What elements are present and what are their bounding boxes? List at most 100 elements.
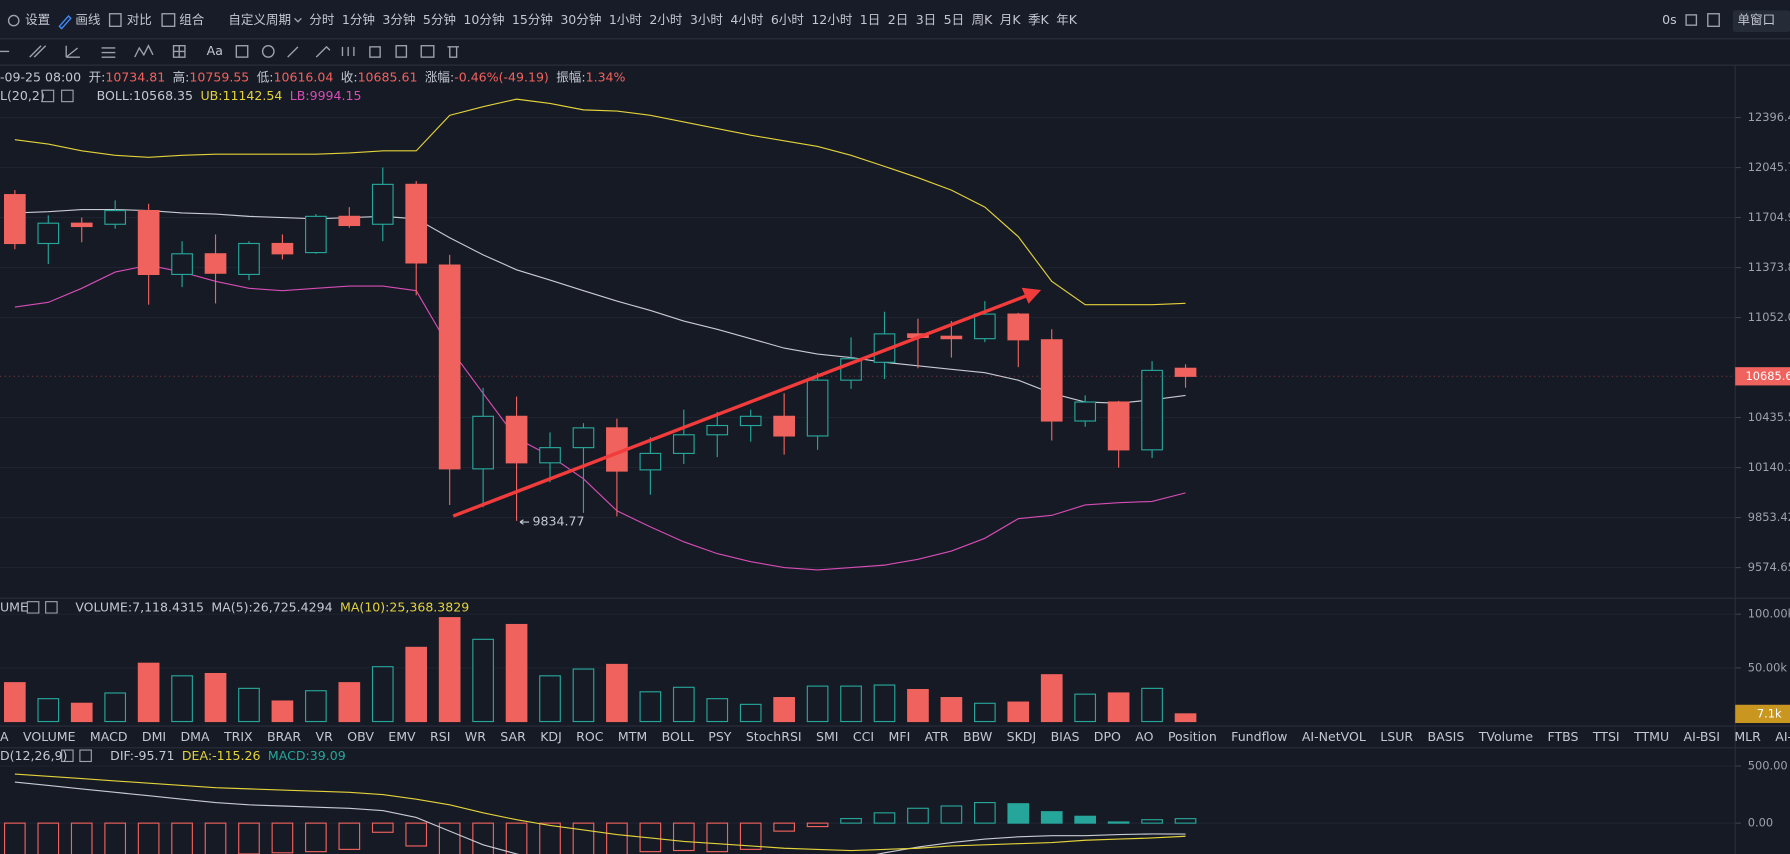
compare-icon[interactable] [108, 13, 122, 27]
indicator-tab[interactable]: BBW [963, 729, 992, 744]
tool-text[interactable]: Aa [207, 43, 223, 58]
screenshot-icon[interactable] [1707, 13, 1720, 27]
indicator-tab[interactable]: OBV [347, 729, 374, 744]
indicator-tab[interactable]: LSUR [1380, 729, 1413, 744]
period-button[interactable]: 15分钟 [512, 12, 553, 27]
tool-icon[interactable] [395, 45, 408, 58]
trend-arrow[interactable] [452, 287, 1042, 518]
macd-bar [773, 822, 795, 832]
tool-icon[interactable] [341, 46, 355, 56]
tool-fib[interactable] [65, 45, 80, 58]
period-button[interactable]: 1日 [860, 12, 881, 27]
indicator-tab[interactable]: DMI [142, 729, 166, 744]
close-button[interactable] [61, 89, 74, 103]
period-button[interactable]: 30分钟 [560, 12, 601, 27]
period-button[interactable]: 4小时 [730, 12, 764, 27]
period-button[interactable]: 2小时 [649, 12, 683, 27]
combine-icon[interactable] [161, 13, 176, 27]
indicator-tab[interactable]: Fundflow [1231, 729, 1287, 744]
indicator-tab[interactable]: SMI [816, 729, 839, 744]
close-button[interactable] [79, 749, 92, 763]
period-button[interactable]: 10分钟 [463, 12, 504, 27]
tool-channel[interactable] [101, 47, 116, 58]
indicator-tab[interactable]: TTSI [1592, 729, 1620, 744]
indicator-tab[interactable]: VR [316, 729, 334, 744]
indicator-tab[interactable]: MTM [618, 729, 647, 744]
indicator-tab[interactable]: PSY [708, 729, 732, 744]
indicator-tab[interactable]: TRIX [223, 729, 253, 744]
indicator-tab[interactable]: AO [1135, 729, 1153, 744]
indicator-tab[interactable]: RSI [430, 729, 450, 744]
fullscreen-icon[interactable] [1685, 14, 1698, 26]
period-button[interactable]: 5分钟 [423, 12, 456, 27]
indicator-tab[interactable]: TVolume [1478, 729, 1534, 744]
period-button[interactable]: 1分钟 [342, 12, 375, 27]
indicator-tab[interactable]: FTBS [1547, 729, 1578, 744]
settings-button[interactable] [61, 749, 74, 763]
indicator-tab[interactable]: SAR [500, 729, 526, 744]
period-button[interactable]: 季K [1028, 12, 1050, 27]
tool-icon[interactable] [235, 45, 249, 58]
tool-pattern[interactable] [134, 44, 154, 58]
indicator-tab[interactable]: MACD [90, 729, 128, 744]
settings-button[interactable] [26, 601, 40, 614]
indicator-tab[interactable]: AI-NetVOL [1302, 729, 1366, 744]
toolbar-button[interactable]: 设置 [25, 12, 50, 27]
period-menu[interactable]: 自定义周期 [228, 12, 291, 27]
window-button-label[interactable]: 单窗口 [1737, 12, 1775, 27]
toolbar-button[interactable]: 组合 [179, 12, 205, 27]
period-button[interactable]: 周K [972, 12, 994, 27]
volume-bar [639, 691, 662, 723]
indicator-tab[interactable]: TTMU [1633, 729, 1669, 744]
period-button[interactable]: 3小时 [690, 12, 724, 27]
indicator-tab[interactable]: EMV [388, 729, 416, 744]
indicator-tab[interactable]: WR [465, 729, 486, 744]
tool-delete[interactable] [447, 46, 459, 58]
indicator-tab[interactable]: SKDJ [1007, 729, 1037, 744]
indicator-tab[interactable]: DPO [1094, 729, 1121, 744]
indicator-tab[interactable]: BRAR [267, 729, 301, 744]
period-button[interactable]: 6小时 [771, 12, 805, 27]
period-button[interactable]: 1小时 [609, 12, 643, 27]
indicator-tab[interactable]: A [0, 729, 9, 744]
indicator-tab[interactable]: MLR [1734, 729, 1761, 744]
tool-measure[interactable] [172, 45, 186, 58]
settings-icon[interactable] [7, 14, 20, 27]
period-button[interactable]: 2日 [888, 12, 909, 27]
period-button[interactable]: 12小时 [811, 12, 853, 27]
close-button[interactable] [45, 601, 58, 614]
period-button[interactable]: 年K [1056, 12, 1078, 27]
period-button[interactable]: 3分钟 [382, 12, 415, 27]
toolbar-button[interactable]: 对比 [127, 12, 152, 27]
indicator-tab[interactable]: ATR [925, 729, 949, 744]
indicator-tab[interactable]: Position [1168, 729, 1217, 744]
volume-value: 7,118.4315 [132, 599, 204, 614]
period-button[interactable]: 5日 [944, 12, 965, 27]
indicator-tab[interactable]: VOLUME [23, 729, 76, 744]
indicator-tab[interactable]: DMA [180, 729, 209, 744]
indicator-tab[interactable]: ROC [576, 729, 604, 744]
indicator-tab[interactable]: AI-BSI [1684, 729, 1720, 744]
draw-icon[interactable] [58, 15, 72, 30]
tool-icon[interactable] [315, 45, 331, 58]
period-button[interactable]: 月K [1000, 12, 1022, 27]
indicator-tab[interactable]: BASIS [1428, 729, 1465, 744]
indicator-tab[interactable]: CCI [853, 729, 874, 744]
period-button[interactable]: 3日 [916, 12, 937, 27]
tool-parallel[interactable] [29, 45, 47, 58]
tool-icon[interactable] [420, 45, 435, 58]
indicator-tab[interactable]: MFI [889, 729, 911, 744]
window-button[interactable] [1732, 10, 1790, 33]
period-button[interactable]: 分时 [309, 12, 335, 27]
tool-icon[interactable] [369, 46, 381, 58]
tool-icon[interactable] [287, 46, 299, 58]
indicator-tab[interactable]: StochRSI [746, 729, 802, 744]
tool-icon[interactable] [261, 45, 275, 58]
indicator-tab[interactable]: AI-PD [1775, 729, 1790, 744]
indicator-tab[interactable]: KDJ [540, 729, 562, 744]
dropdown-icon[interactable] [294, 17, 302, 23]
settings-button[interactable] [41, 89, 55, 103]
indicator-tab[interactable]: BOLL [662, 729, 694, 744]
indicator-tab[interactable]: BIAS [1051, 729, 1080, 744]
toolbar-button[interactable]: 画线 [75, 12, 101, 27]
